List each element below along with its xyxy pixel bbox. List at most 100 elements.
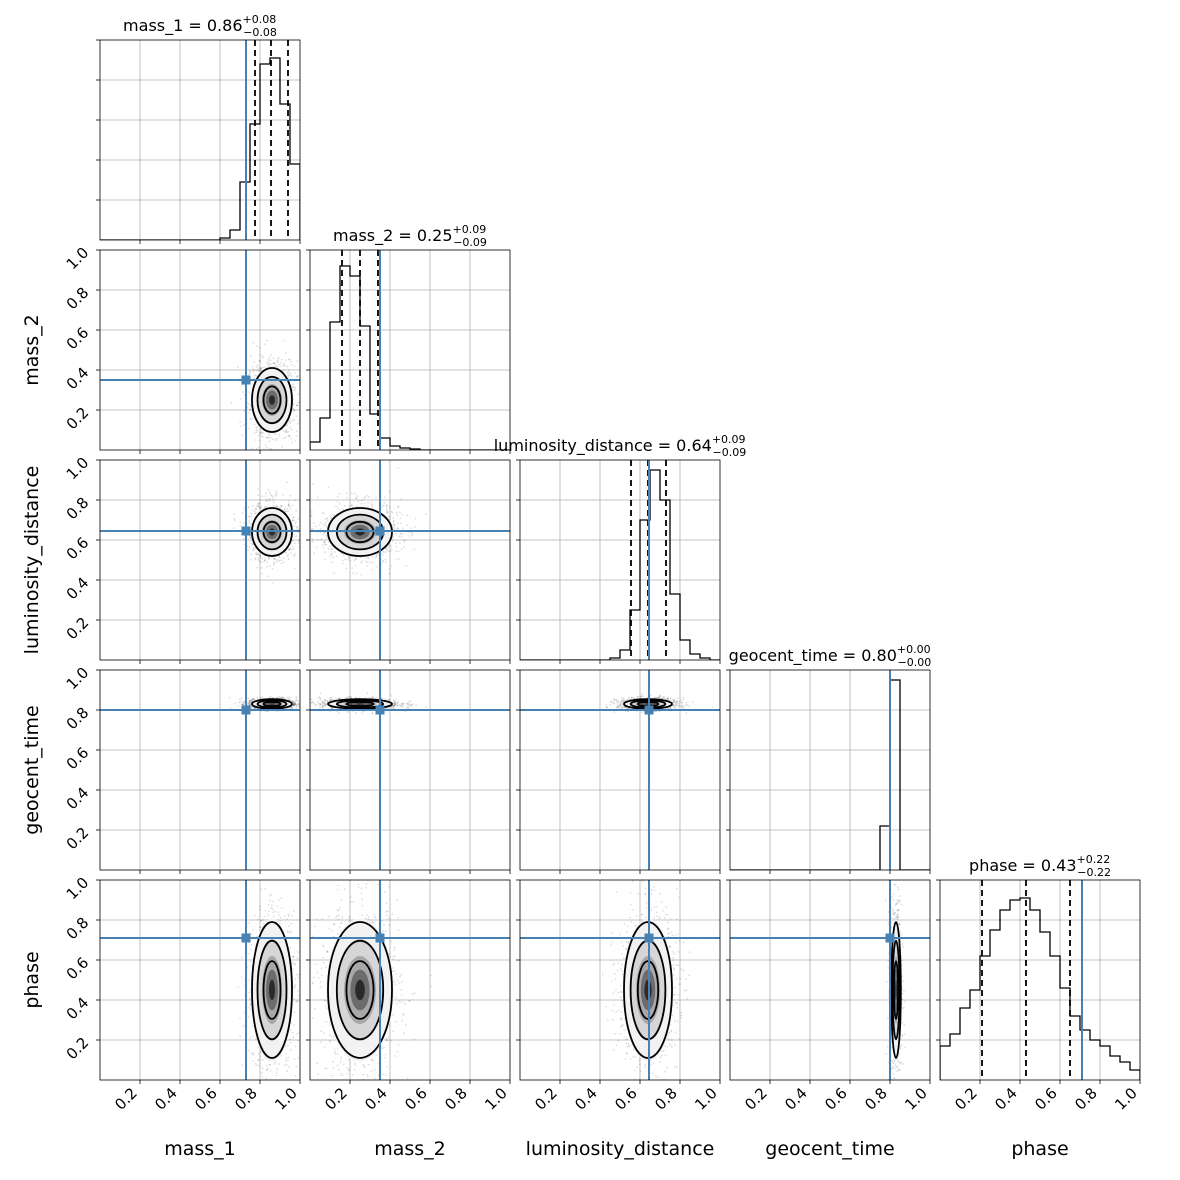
sample-point (250, 699, 253, 702)
sample-point (302, 395, 304, 397)
sample-point (249, 417, 252, 420)
sample-point (249, 523, 252, 525)
sample-point (297, 528, 300, 530)
sample-point (383, 496, 386, 499)
sample-point (286, 696, 289, 699)
sample-point (253, 374, 256, 377)
sample-point (300, 700, 302, 702)
sample-point (349, 559, 352, 562)
sample-point (257, 367, 260, 369)
sample-point (290, 707, 293, 709)
sample-point (406, 705, 409, 708)
histogram-mass_2 (310, 265, 510, 450)
sample-point (264, 444, 267, 446)
sample-point (306, 542, 308, 544)
sample-point (338, 712, 340, 714)
sample-point (403, 539, 406, 541)
sample-point (315, 704, 318, 707)
sample-point (622, 700, 625, 702)
sample-point (282, 437, 285, 440)
sample-point (249, 701, 251, 704)
sample-point (347, 696, 349, 699)
sample-point (372, 696, 375, 699)
sample-point (271, 497, 274, 499)
sample-point (312, 701, 315, 704)
sample-point (386, 707, 389, 710)
sample-point (322, 701, 324, 703)
sample-point (296, 360, 299, 363)
sample-point (252, 697, 255, 700)
panel-background (100, 460, 300, 660)
sample-point (281, 696, 284, 698)
sample-point (268, 356, 271, 359)
sample-point (317, 702, 320, 705)
sample-point (388, 505, 391, 508)
sample-point (290, 548, 293, 551)
sample-point (425, 706, 427, 708)
sample-point (289, 373, 292, 376)
sample-point (386, 548, 388, 551)
sample-point (250, 706, 253, 709)
sample-point (255, 344, 258, 347)
sample-point (291, 700, 294, 703)
sample-point (294, 702, 297, 704)
sample-point (257, 488, 259, 491)
sample-point (284, 431, 287, 434)
sample-point (362, 710, 365, 713)
sample-point (275, 439, 278, 442)
sample-point (319, 703, 322, 706)
sample-point (401, 701, 404, 704)
panel-title-mass_1: mass_1 = 0.86+0.08 −0.08 (123, 13, 277, 39)
sample-point (319, 703, 321, 706)
sample-point (360, 502, 363, 505)
sample-point (297, 703, 300, 706)
sample-point (252, 706, 255, 709)
contour-line (327, 698, 393, 710)
sample-point (270, 494, 272, 497)
sample-point (278, 695, 281, 698)
sample-point (393, 705, 395, 708)
sample-point (243, 701, 245, 704)
sample-point (317, 496, 319, 499)
sample-point (407, 703, 410, 706)
sample-point (290, 513, 293, 516)
sample-point (411, 532, 414, 535)
sample-point (396, 704, 399, 707)
sample-point (228, 696, 231, 699)
sample-point (364, 495, 367, 498)
sample-point (295, 705, 298, 708)
sample-point (255, 426, 258, 429)
sample-point (291, 519, 294, 522)
sample-point (336, 495, 339, 498)
sample-point (294, 439, 297, 442)
sample-point (405, 707, 408, 710)
sample-point (252, 370, 255, 373)
sample-point (286, 508, 289, 510)
sample-point (292, 704, 295, 706)
sample-point (292, 403, 295, 406)
sample-point (329, 516, 332, 519)
sample-point (285, 428, 288, 431)
panel-mass_1-geocent_time (96, 669, 307, 874)
sample-point (259, 555, 262, 558)
sample-point (397, 527, 400, 530)
sample-point (401, 703, 403, 705)
sample-point (397, 505, 400, 508)
sample-point (252, 368, 255, 371)
sample-point (384, 548, 387, 550)
sample-point (250, 542, 252, 545)
sample-point (400, 702, 403, 705)
sample-point (305, 706, 307, 708)
sample-point (403, 540, 406, 543)
sample-point (383, 501, 386, 504)
sample-point (396, 702, 399, 704)
sample-point (257, 557, 260, 560)
sample-point (291, 375, 293, 377)
sample-point (673, 706, 676, 709)
sample-point (304, 704, 306, 706)
sample-point (291, 707, 294, 709)
sample-point (387, 550, 390, 552)
sample-point (324, 698, 327, 701)
sample-point (394, 703, 396, 706)
sample-point (287, 698, 290, 701)
